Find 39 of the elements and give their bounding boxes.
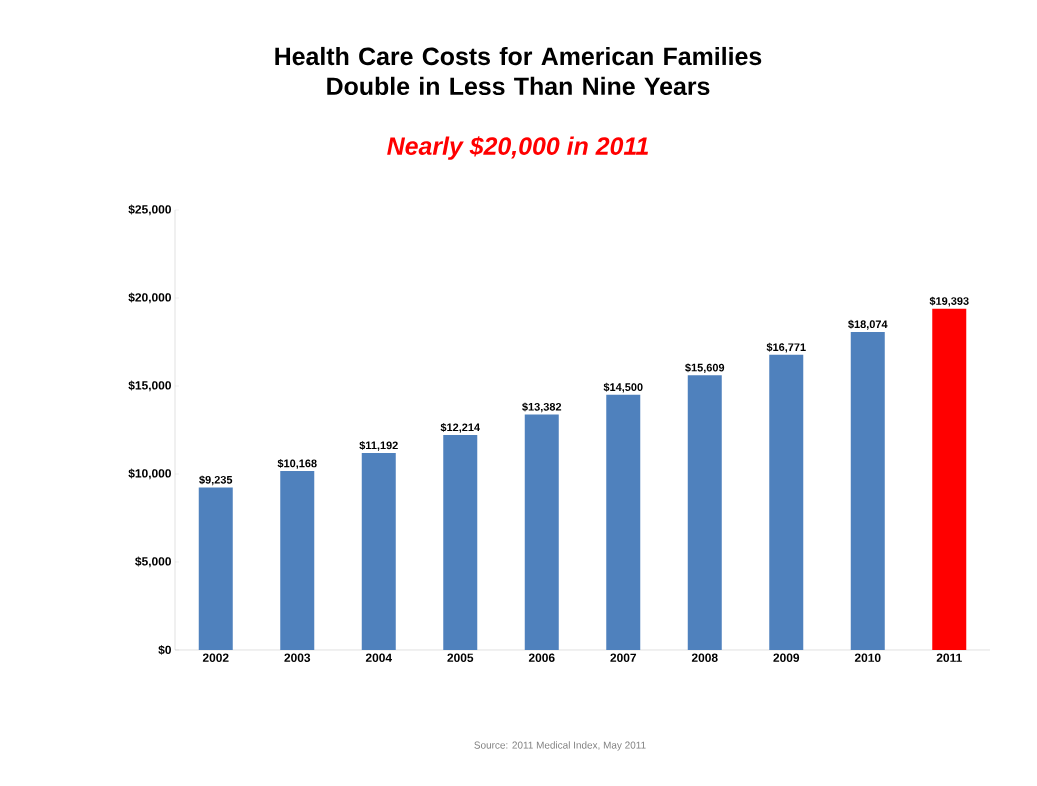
x-tick-label: 2007 (610, 653, 637, 662)
data-label: $11,192 (359, 440, 398, 451)
y-tick-label: $5,000 (135, 556, 171, 568)
x-tick-label: 2009 (773, 653, 800, 662)
bar (850, 331, 885, 650)
y-tick-label: $15,000 (128, 380, 171, 392)
data-label: $15,609 (685, 363, 725, 374)
data-label: $18,074 (848, 319, 888, 330)
data-label: $19,393 (929, 296, 969, 307)
x-tick-label: 2002 (202, 653, 229, 662)
y-tick-label: $20,000 (128, 292, 171, 304)
data-label: $16,771 (766, 342, 806, 353)
y-tick-label: $0 (158, 645, 171, 655)
data-label: $12,214 (440, 423, 480, 433)
x-tick-label: 2008 (691, 653, 718, 662)
bar (280, 471, 315, 650)
bar (361, 453, 396, 650)
x-tick-label: 2005 (447, 653, 474, 662)
chart-title: Health Care Costs for American Families Double in Less Than Nine Years (275, 46, 762, 96)
data-label: $9,235 (199, 475, 233, 486)
x-tick-label: 2003 (284, 653, 311, 662)
data-label: $13,382 (522, 402, 562, 413)
x-tick-label: 2011 (936, 653, 962, 662)
data-label: $14,500 (603, 382, 643, 393)
y-tick-label: $10,000 (128, 468, 171, 480)
data-label: $10,168 (277, 459, 317, 469)
bar (606, 394, 641, 650)
bar (932, 308, 967, 650)
bar (524, 414, 559, 650)
bar (443, 435, 478, 650)
x-tick-label: 2010 (854, 653, 881, 662)
bar (687, 375, 722, 650)
bar (198, 487, 233, 650)
bar (769, 354, 804, 650)
chart-subtitle: Nearly $20,000 in 2011 (387, 136, 648, 160)
x-tick-label: 2006 (528, 653, 555, 662)
x-tick-label: 2004 (365, 653, 392, 662)
source-note: Source: 2011 Medical Index, May 2011 (474, 741, 646, 751)
y-tick-label: $25,000 (128, 204, 171, 216)
